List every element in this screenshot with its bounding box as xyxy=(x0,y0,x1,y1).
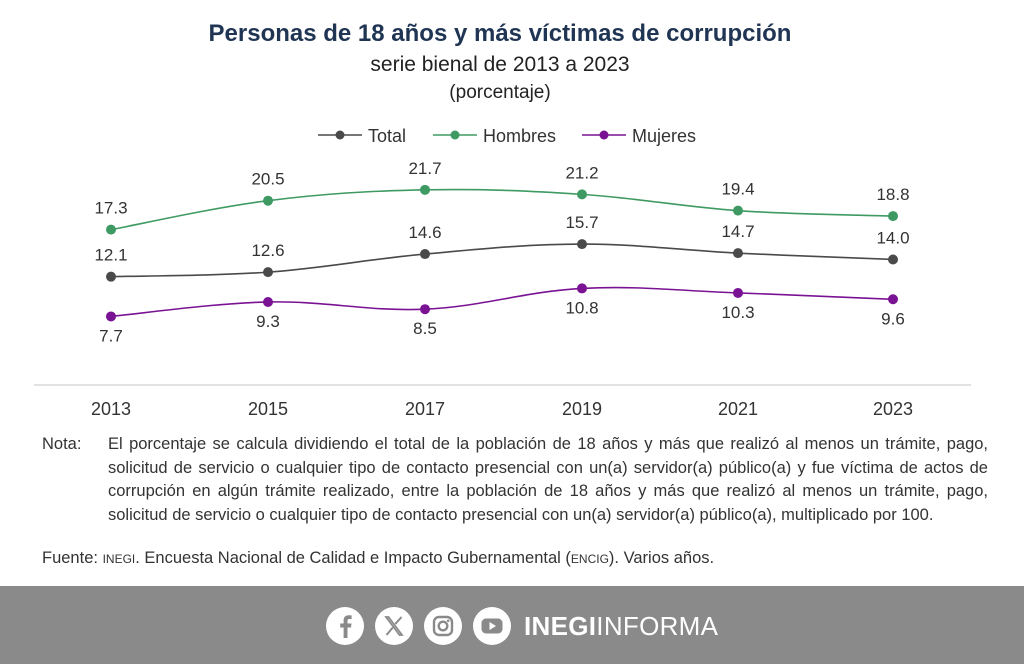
data-point-mujeres xyxy=(106,311,116,322)
series-line-total xyxy=(110,243,894,278)
data-point-hombres xyxy=(888,211,898,222)
footer-bar: INEGIINFORMA xyxy=(0,586,1024,664)
legend-label-mujeres: Mujeres xyxy=(632,126,696,146)
data-label-mujeres: 10.8 xyxy=(565,298,598,317)
data-point-total xyxy=(733,248,743,259)
data-point-total xyxy=(888,254,898,265)
source-label: Fuente: xyxy=(42,549,98,567)
data-label-mujeres: 7.7 xyxy=(99,326,123,345)
data-point-total xyxy=(263,267,273,278)
line-chart: Total Hombres Mujeres 2013 2015 2017 2019 2021 2… xyxy=(34,126,971,419)
youtube-icon[interactable] xyxy=(473,607,511,645)
instagram-icon[interactable] xyxy=(424,607,462,645)
data-point-hombres xyxy=(106,224,116,235)
x-tick-label: 2021 xyxy=(718,399,758,419)
chart-title: Personas de 18 años y más víctimas de co… xyxy=(208,20,792,47)
legend-marker-hombres xyxy=(450,130,460,140)
note: Nota: El porcentaje se calcula dividiend… xyxy=(42,433,988,527)
legend-marker-mujeres xyxy=(599,130,609,140)
x-icon[interactable] xyxy=(375,607,413,645)
data-point-total xyxy=(106,271,116,282)
data-label-hombres: 17.3 xyxy=(94,199,127,218)
data-label-hombres: 18.8 xyxy=(876,185,909,204)
legend-label-total: Total xyxy=(368,126,406,146)
legend-marker-total xyxy=(335,130,345,140)
brand-wordmark: INEGIINFORMA xyxy=(524,611,718,642)
data-label-total: 12.1 xyxy=(94,246,127,265)
data-label-mujeres: 10.3 xyxy=(721,303,754,322)
data-point-mujeres xyxy=(420,304,430,315)
data-label-total: 15.7 xyxy=(565,213,598,232)
data-point-hombres xyxy=(420,184,430,195)
data-label-hombres: 20.5 xyxy=(251,170,284,189)
series-line-mujeres xyxy=(110,286,894,318)
x-tick-label: 2017 xyxy=(405,399,445,419)
data-point-mujeres xyxy=(888,294,898,305)
data-label-hombres: 21.2 xyxy=(565,163,598,182)
note-label: Nota: xyxy=(42,435,82,453)
data-point-hombres xyxy=(733,205,743,216)
brand-light: INFORMA xyxy=(596,611,719,641)
data-label-total: 14.7 xyxy=(721,222,754,241)
data-label-mujeres: 9.3 xyxy=(256,312,280,331)
data-point-mujeres xyxy=(733,287,743,298)
data-point-total xyxy=(577,239,587,250)
series-line-hombres xyxy=(110,188,894,231)
source-survey: encig xyxy=(570,549,609,567)
data-point-mujeres xyxy=(263,296,273,307)
source: Fuente: inegi. Encuesta Nacional de Cali… xyxy=(42,549,714,568)
source-org: inegi xyxy=(102,549,136,567)
source-text: . Encuesta Nacional de Calidad e Impacto… xyxy=(135,549,571,567)
data-label-mujeres: 9.6 xyxy=(881,309,905,328)
data-label-total: 14.0 xyxy=(876,228,909,247)
source-text-end: ). Varios años. xyxy=(608,549,715,567)
data-label-hombres: 19.4 xyxy=(721,180,754,199)
data-point-mujeres xyxy=(577,283,587,294)
x-tick-label: 2023 xyxy=(873,399,913,419)
note-text: El porcentaje se calcula dividiendo el t… xyxy=(108,435,988,524)
chart-subtitle: serie bienal de 2013 a 2023 xyxy=(370,53,630,76)
data-label-hombres: 21.7 xyxy=(408,159,441,178)
data-point-total xyxy=(420,249,430,260)
data-label-total: 14.6 xyxy=(408,223,441,242)
facebook-icon[interactable] xyxy=(326,607,364,645)
data-point-hombres xyxy=(577,189,587,200)
x-tick-label: 2019 xyxy=(562,399,602,419)
data-point-hombres xyxy=(263,195,273,206)
x-tick-label: 2015 xyxy=(248,399,288,419)
brand-bold: INEGI xyxy=(524,611,597,641)
chart-unit: (porcentaje) xyxy=(449,82,551,103)
data-label-mujeres: 8.5 xyxy=(413,319,437,338)
x-tick-label: 2013 xyxy=(91,399,131,419)
data-label-total: 12.6 xyxy=(251,241,284,260)
legend-label-hombres: Hombres xyxy=(483,126,556,146)
